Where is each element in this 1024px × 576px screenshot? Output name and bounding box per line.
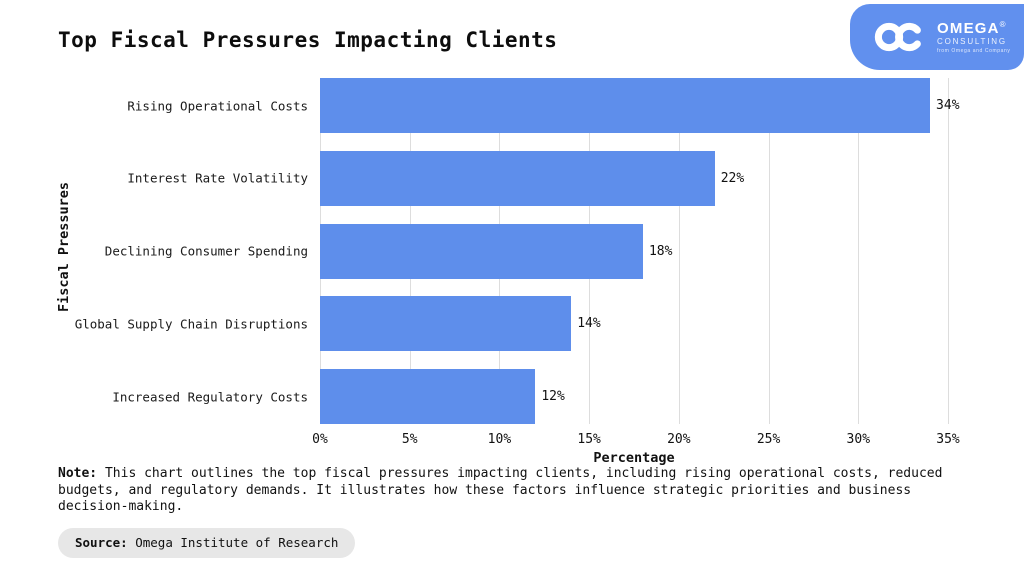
logo-text: OMEGA® CONSULTING from Omega and Company bbox=[937, 19, 1011, 54]
x-tick-label: 20% bbox=[667, 432, 691, 447]
brand-name: OMEGA® bbox=[937, 19, 1007, 37]
source-body: Omega Institute of Research bbox=[127, 535, 339, 550]
page-title: Top Fiscal Pressures Impacting Clients bbox=[58, 28, 558, 52]
bar-row: Interest Rate Volatility 22% bbox=[127, 150, 948, 206]
brand-subtitle: CONSULTING bbox=[937, 36, 1007, 46]
bar-value-label: 14% bbox=[577, 316, 601, 332]
category-label: Interest Rate Volatility bbox=[127, 170, 308, 186]
x-axis-label: Percentage bbox=[593, 450, 675, 466]
bar bbox=[320, 150, 715, 206]
infinity-icon bbox=[874, 22, 921, 52]
bar-row: Increased Regulatory Costs 12% bbox=[112, 369, 948, 424]
category-label: Rising Operational Costs bbox=[127, 98, 308, 113]
category-label: Declining Consumer Spending bbox=[104, 243, 308, 259]
x-tick-label: 10% bbox=[487, 432, 512, 447]
plot-area: Rising Operational Costs 34% Interest Rate… bbox=[75, 78, 960, 466]
gridline bbox=[678, 78, 680, 424]
gridline bbox=[858, 78, 860, 424]
category-label: Global Supply Chain Disruptions bbox=[74, 316, 308, 332]
x-tick-label: 15% bbox=[577, 432, 601, 447]
source-pill: Source: Omega Institute of Research bbox=[58, 528, 356, 558]
bar-value-label: 18% bbox=[648, 243, 673, 259]
x-tick-label: 5% bbox=[401, 432, 418, 447]
registered-mark: ® bbox=[999, 19, 1007, 29]
gridline bbox=[768, 78, 770, 424]
x-tick-label: 0% bbox=[312, 432, 328, 447]
x-tick-label: 35% bbox=[936, 432, 960, 447]
bar bbox=[320, 78, 931, 133]
x-tick-label: 30% bbox=[846, 432, 871, 447]
bar-value-label: 34% bbox=[936, 98, 960, 113]
source-label: Source: bbox=[75, 535, 128, 550]
brand-tagline: from Omega and Company bbox=[937, 47, 1011, 54]
bar bbox=[320, 223, 643, 279]
bar-row: Global Supply Chain Disruptions 14% bbox=[75, 296, 948, 352]
bar-row: Declining Consumer Spending 18% bbox=[105, 223, 948, 279]
bar-value-label: 22% bbox=[720, 170, 745, 186]
category-label: Increased Regulatory Costs bbox=[112, 389, 308, 404]
bar bbox=[320, 296, 572, 352]
gridline bbox=[948, 78, 949, 424]
bar-value-label: 12% bbox=[541, 389, 565, 404]
note-text: Note: This chart outlines the top fiscal… bbox=[58, 466, 950, 516]
logo-badge: OMEGA® CONSULTING from Omega and Company bbox=[850, 4, 1024, 70]
bar-rows: Rising Operational Costs 34% Interest Rate… bbox=[75, 78, 960, 424]
bar bbox=[320, 369, 536, 424]
bar-row: Rising Operational Costs 34% bbox=[127, 78, 960, 133]
y-axis-label: Fiscal Pressures bbox=[56, 181, 72, 313]
note-label: Note: bbox=[58, 466, 98, 481]
note-body: This chart outlines the top fiscal press… bbox=[58, 466, 943, 514]
x-tick-label: 25% bbox=[756, 432, 781, 447]
